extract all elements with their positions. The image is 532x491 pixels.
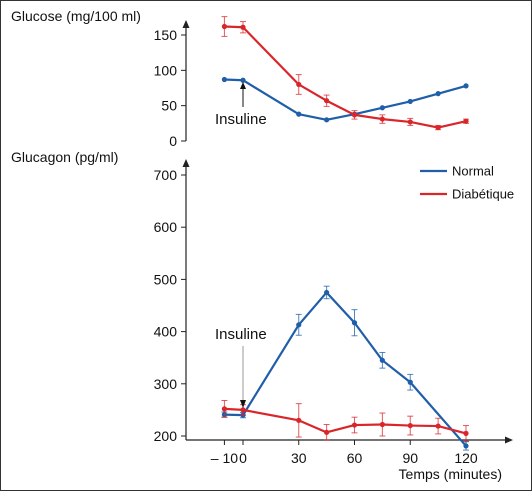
glucagon-insuline-arrow-head [240, 400, 246, 408]
glucose-normal-point [435, 91, 441, 97]
glucose-diabtique-point [324, 98, 330, 104]
glucagon-diabtique-point [407, 422, 413, 429]
glucose-y-axis-arrow [182, 20, 190, 28]
glucose-normal-point [240, 77, 246, 83]
glucose-insuline-arrow-head [240, 82, 246, 89]
glucagon-diabtique-point [296, 417, 302, 423]
x-tick-label: – 10 [211, 450, 238, 466]
glucagon-y-tick-label: 600 [154, 219, 178, 235]
legend-label: Diabétique [452, 187, 514, 202]
glucagon-diabtique-line [224, 407, 467, 435]
glucose-diabtique-point [379, 116, 385, 122]
glucose-normal-point [407, 98, 413, 105]
glucagon-y-axis-arrow [182, 159, 190, 167]
x-axis-arrow [505, 436, 513, 444]
glucose-insuline-label: Insuline [215, 111, 267, 128]
glucose-y-tick-label: 100 [154, 62, 178, 78]
x-tick-label: 90 [402, 450, 418, 466]
glucagon-normal-point [407, 379, 413, 385]
glucagon-diabtique-point [435, 423, 441, 429]
glucose-y-tick-label: 0 [169, 133, 177, 149]
glucose-normal-point [324, 117, 330, 123]
glucagon-normal-point [324, 289, 330, 296]
glucagon-diabtique-point [324, 429, 330, 435]
glucose-diabtique-point [351, 112, 358, 118]
glucagon-normal-point [351, 320, 358, 326]
glucose-normal-point [463, 83, 469, 89]
glucagon-y-tick-label: 300 [154, 376, 178, 392]
glucagon-diabtique-point [351, 422, 358, 428]
glucagon-diabtique-point [379, 421, 385, 428]
glucose-diabtique-point [296, 81, 302, 88]
x-tick-label: 120 [454, 450, 478, 466]
glucagon-normal-point [296, 322, 302, 328]
x-tick-label: 30 [291, 450, 307, 466]
glucose-normal-point [221, 76, 228, 83]
glucose-title: Glucose (mg/100 ml) [11, 8, 141, 24]
glucose-y-tick-label: 150 [154, 27, 178, 43]
glucagon-normal-point [463, 443, 469, 449]
glucose-normal-point [379, 105, 385, 111]
glucagon-diabtique-point [221, 406, 228, 412]
x-axis-title: Temps (minutes) [399, 466, 502, 482]
glucagon-y-tick-label: 700 [154, 167, 178, 183]
glucose-y-tick-label: 50 [161, 98, 177, 114]
glucagon-y-tick-label: 200 [154, 428, 178, 444]
glucagon-insuline-label: Insuline [215, 326, 267, 343]
glucagon-normal-point [379, 357, 385, 363]
legend-label: Normal [452, 164, 494, 179]
glucose-diabtique-point [221, 23, 228, 30]
glucose-diabtique-point [407, 119, 413, 125]
glucagon-diabtique-point [240, 407, 246, 413]
glucose-diabtique-point [240, 24, 246, 30]
x-tick-label: 0 [239, 450, 247, 466]
glucagon-y-tick-label: 500 [154, 271, 178, 287]
glucagon-y-tick-label: 400 [154, 324, 178, 340]
glucagon-normal-line [224, 291, 467, 447]
x-tick-label: 60 [347, 450, 363, 466]
glucagon-title: Glucagon (pg/ml) [11, 149, 118, 165]
glucose-normal-point [296, 111, 302, 117]
glucose-diabtique-point [435, 124, 441, 131]
glucagon-diabtique-point [463, 430, 469, 436]
glucose-diabtique-point [463, 118, 469, 124]
